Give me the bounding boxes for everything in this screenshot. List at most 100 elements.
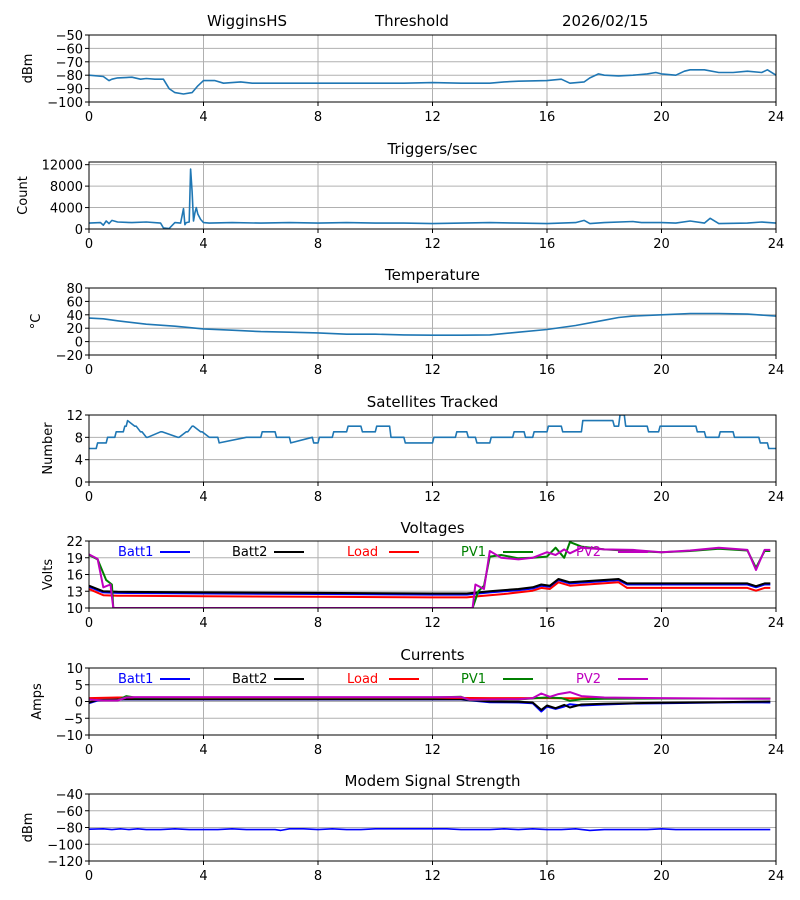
y-axis-label: Volts [41, 559, 56, 591]
x-tick-label: 16 [539, 743, 556, 758]
x-tick-label: 12 [424, 490, 441, 505]
panel-triggers: Triggers/sec 0 4 8 12 16 20 24 12000 8000 4000 0 Cou… [16, 140, 784, 252]
x-tick-label: 12 [424, 363, 441, 378]
legend-label-batt1: Batt1 [118, 672, 153, 687]
x-tick-label: 0 [85, 869, 93, 884]
y-tick-label: 16 [66, 569, 83, 584]
y-axis-label: Amps [30, 683, 45, 720]
y-axis-label: °C [29, 314, 44, 330]
x-tick-label: 4 [199, 363, 207, 378]
y-tick-label: 4 [75, 454, 83, 469]
x-tick-label: 4 [199, 490, 207, 505]
legend-label-batt2: Batt2 [232, 545, 267, 560]
x-tick-label: 0 [85, 616, 93, 631]
y-tick-label: −20 [56, 349, 83, 364]
x-tick-label: 0 [85, 363, 93, 378]
series-line-batt2 [89, 698, 771, 711]
y-axis-label: Number [41, 422, 56, 475]
x-tick-label: 4 [199, 237, 207, 252]
y-tick-label: −120 [47, 855, 83, 870]
y-tick-label: 19 [66, 552, 83, 567]
y-tick-label: 4000 [50, 202, 83, 217]
x-tick-label: 24 [768, 110, 785, 125]
y-tick-label: −60 [56, 805, 83, 820]
y-tick-label: −40 [56, 788, 83, 803]
x-tick-label: 20 [653, 237, 670, 252]
y-tick-label: 40 [66, 309, 83, 324]
x-tick-label: 16 [539, 363, 556, 378]
y-tick-label: 10 [66, 662, 83, 677]
chart-title: Modem Signal Strength [345, 772, 521, 790]
y-tick-label: 10 [66, 602, 83, 617]
y-tick-label: −80 [56, 69, 83, 84]
legend-label-load: Load [347, 672, 378, 687]
y-tick-label: 8 [75, 431, 83, 446]
chart-title: Voltages [400, 519, 464, 537]
panel-currents: Currents Batt1 Batt2 Load PV1 PV2 0 4 8 12 16 20 24 1… [30, 646, 784, 758]
x-tick-label: 4 [199, 869, 207, 884]
x-tick-label: 12 [424, 869, 441, 884]
series-line-pv2 [89, 546, 771, 608]
x-tick-label: 20 [653, 490, 670, 505]
series-line-triggers [89, 168, 776, 229]
y-tick-label: −10 [56, 729, 83, 744]
x-tick-label: 12 [424, 110, 441, 125]
series-line-threshold [89, 69, 776, 95]
x-tick-label: 16 [539, 616, 556, 631]
x-tick-label: 24 [768, 743, 785, 758]
legend-label-pv2: PV2 [576, 545, 601, 560]
y-tick-label: 80 [66, 282, 83, 297]
x-tick-label: 12 [424, 743, 441, 758]
x-tick-label: 20 [653, 110, 670, 125]
y-tick-label: −5 [64, 712, 83, 727]
x-tick-label: 24 [768, 363, 785, 378]
y-tick-label: 12000 [42, 159, 83, 174]
x-tick-label: 20 [653, 869, 670, 884]
panel-satellites: Satellites Tracked 0 4 8 12 16 20 24 12 8 4 0 Number [41, 393, 784, 505]
y-axis-label: dBm [21, 54, 36, 84]
chart-title: Currents [400, 646, 464, 664]
x-tick-label: 20 [653, 743, 670, 758]
x-tick-label: 8 [314, 237, 322, 252]
series-line-temperature [89, 312, 776, 336]
legend-label-pv1: PV1 [461, 672, 486, 687]
x-tick-label: 8 [314, 869, 322, 884]
header-date: 2026/02/15 [562, 12, 648, 30]
chart-title: Satellites Tracked [367, 393, 498, 411]
series-line-batt2 [89, 578, 771, 595]
x-tick-label: 4 [199, 616, 207, 631]
series-line-modem [89, 828, 771, 832]
x-tick-label: 8 [314, 616, 322, 631]
y-tick-label: 0 [75, 476, 83, 491]
x-tick-label: 24 [768, 869, 785, 884]
y-tick-label: −70 [56, 56, 83, 71]
y-axis-label: dBm [21, 813, 36, 843]
legend-label-load: Load [347, 545, 378, 560]
series-line-satellites [89, 415, 776, 450]
panel-modem: Modem Signal Strength 0 4 8 12 16 20 24 −40 −60 −8… [21, 772, 784, 884]
series-line-load [89, 581, 771, 599]
y-tick-label: 5 [75, 679, 83, 694]
y-tick-label: 0 [75, 223, 83, 238]
x-tick-label: 20 [653, 363, 670, 378]
y-tick-label: 13 [66, 585, 83, 600]
header-station: WigginsHS [207, 12, 287, 30]
x-tick-label: 0 [85, 110, 93, 125]
x-tick-label: 24 [768, 616, 785, 631]
y-tick-label: 0 [75, 696, 83, 711]
y-tick-label: 60 [66, 295, 83, 310]
header-mode: Threshold [374, 12, 449, 30]
x-tick-label: 16 [539, 490, 556, 505]
y-axis-label: Count [16, 176, 31, 215]
y-tick-label: −90 [56, 83, 83, 98]
x-tick-label: 12 [424, 616, 441, 631]
y-tick-label: 22 [66, 535, 83, 550]
x-tick-label: 8 [314, 110, 322, 125]
legend-label-pv2: PV2 [576, 672, 601, 687]
panel-threshold: 0 4 8 12 16 20 24 −50−60−70−80−90−100 dBm [21, 29, 784, 125]
x-tick-label: 20 [653, 616, 670, 631]
y-tick-label: −100 [47, 838, 83, 853]
x-tick-label: 0 [85, 237, 93, 252]
